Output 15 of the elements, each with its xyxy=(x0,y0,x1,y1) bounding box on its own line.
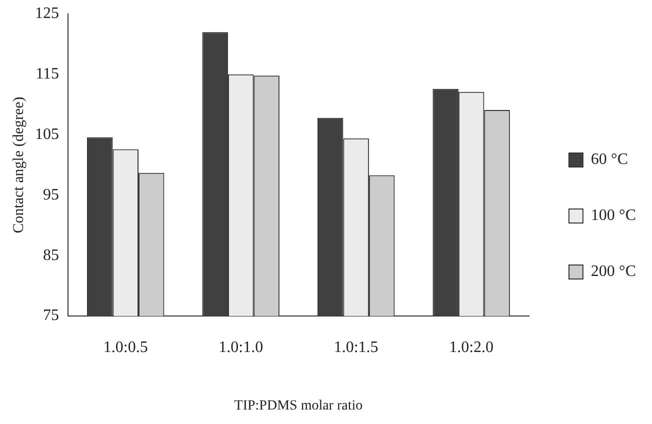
y-tick-label: 115 xyxy=(36,66,59,83)
x-tick-label: 1.0:2.0 xyxy=(449,338,494,356)
x-axis-title: TIP:PDMS molar ratio xyxy=(234,398,363,414)
y-axis-title: Contact angle (degree) xyxy=(10,96,27,234)
x-tick-label: 1.0:1.5 xyxy=(334,338,378,356)
y-tick-label: 85 xyxy=(43,246,59,264)
y-tick-label: 105 xyxy=(35,126,59,144)
legend-label: 60 °C xyxy=(590,151,628,168)
y-tick-label: 75 xyxy=(43,307,59,324)
legend-label: 100 °C xyxy=(590,207,636,224)
y-tick-label: 95 xyxy=(43,186,59,204)
y-tick-label: 125 xyxy=(35,5,59,22)
x-tick-label: 1.0:1.0 xyxy=(218,338,264,356)
x-tick-label: 1.0:0.5 xyxy=(103,338,148,356)
legend-label: 200 °C xyxy=(590,263,636,280)
